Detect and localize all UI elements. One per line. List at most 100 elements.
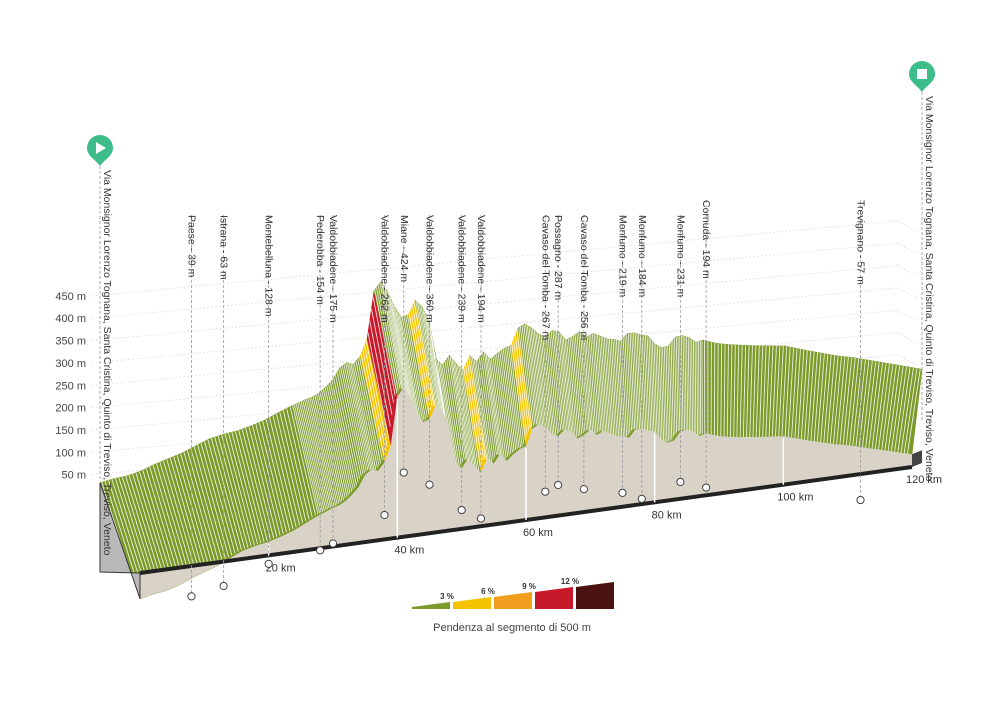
ribbon-hatch <box>832 356 842 445</box>
ribbon-hatch <box>238 430 268 542</box>
ribbon-hatch <box>311 397 337 506</box>
ribbon-hatch <box>566 339 576 439</box>
waypoint-dot <box>702 483 711 492</box>
waypoint-dot <box>457 505 466 515</box>
waypoint-dot <box>316 546 325 555</box>
y-tick-label: 100 m <box>55 447 86 459</box>
ribbon-hatch <box>506 347 520 449</box>
ribbon-hatch <box>852 359 863 447</box>
y-tick-label: 300 m <box>55 358 86 370</box>
ribbon-hatch <box>533 330 546 430</box>
ribbon-hatch <box>458 366 475 469</box>
ribbon-hatch <box>897 367 911 453</box>
ribbon-hatch <box>367 332 390 439</box>
ribbon-hatch <box>663 347 668 442</box>
ribbon-hatch <box>389 297 411 403</box>
ribbon-hatch <box>248 426 278 538</box>
ribbon-hatch <box>289 406 316 516</box>
legend-label: 3 % <box>440 592 454 601</box>
ribbon-hatch <box>603 337 612 435</box>
ribbon-hatch <box>465 364 481 468</box>
ribbon-hatch <box>639 334 645 431</box>
ribbon-hatch <box>612 339 620 436</box>
ribbon-hatch <box>887 365 901 452</box>
ribbon-hatch <box>717 343 719 437</box>
ribbon-hatch <box>504 347 518 449</box>
ribbon-hatch <box>752 345 757 438</box>
ribbon-hatch <box>231 432 262 544</box>
ribbon-hatch <box>394 308 415 414</box>
ribbon-hatch <box>581 333 591 432</box>
ribbon-hatch <box>401 317 422 422</box>
ribbon-hatch <box>516 330 530 431</box>
ribbon-hatch <box>321 390 346 499</box>
play-icon <box>96 142 106 154</box>
waypoint-dot <box>541 487 550 496</box>
y-tick-label: 350 m <box>55 336 86 348</box>
ribbon-hatch <box>317 393 343 502</box>
ribbon-hatch <box>374 289 396 396</box>
ribbon-hatch <box>400 316 420 421</box>
ribbon-hatch <box>305 399 332 508</box>
ribbon-hatch <box>417 302 436 408</box>
ribbon-hatch <box>598 335 607 433</box>
gradient-legend: Pendenza al segmento di 500 m 3 % 6 % 9 % 1… <box>412 577 614 634</box>
ribbon-hatch <box>674 338 678 433</box>
x-tick-label: 100 km <box>777 492 813 504</box>
ribbon-hatch <box>771 345 777 437</box>
ribbon-hatch <box>319 392 345 501</box>
ribbon-hatch <box>610 339 618 436</box>
ribbon-hatch <box>393 305 414 411</box>
ribbon-hatch <box>193 446 226 560</box>
ribbon-hatch <box>535 331 547 432</box>
ribbon-hatch <box>336 372 361 480</box>
ribbon-hatch <box>781 346 788 437</box>
ribbon-hatch <box>376 287 398 394</box>
ribbon-hatch <box>295 403 322 513</box>
ribbon-hatch <box>326 385 351 494</box>
ribbon-hatch <box>286 408 313 518</box>
y-tick-label: 450 m <box>55 291 86 303</box>
ribbon-hatch <box>138 471 175 587</box>
waypoint-label: Cornuda - 194 m <box>700 200 712 279</box>
grid-line <box>91 309 898 386</box>
ribbon-hatch <box>820 354 829 443</box>
ribbon-hatch <box>665 346 670 442</box>
ribbon-hatch <box>574 334 584 433</box>
waypoint-label: Montebelluna - 128 m <box>263 215 275 317</box>
ribbon-hatch <box>547 334 559 434</box>
ribbon-hatch <box>262 420 291 532</box>
ribbon-hatch <box>384 288 406 394</box>
ribbon-hatch <box>627 333 634 430</box>
ribbon-hatch <box>562 337 573 436</box>
ribbon-hatch <box>567 338 578 438</box>
ribbon-hatch <box>370 308 393 415</box>
ribbon-hatch <box>245 427 275 539</box>
ribbon-hatch <box>492 357 507 459</box>
ribbon-hatch <box>564 339 575 438</box>
ribbon-hatch <box>518 327 531 429</box>
ribbon-hatch <box>677 336 681 431</box>
ribbon-hatch <box>386 290 407 396</box>
ribbon-hatch <box>323 389 348 497</box>
ribbon-hatch <box>525 324 538 425</box>
grid-end <box>896 242 918 254</box>
ribbon-hatch <box>350 363 374 471</box>
ribbon-hatch <box>586 336 596 435</box>
ribbon-hatch <box>293 404 320 514</box>
ribbon-hatch <box>845 357 856 446</box>
ribbon-hatch <box>470 356 486 459</box>
waypoint-label: Istrana - 63 m <box>218 215 230 280</box>
ribbon-hatch <box>871 362 884 450</box>
ribbon-hatch <box>655 344 660 440</box>
waypoint-label: Monfumo - 219 m <box>617 215 629 298</box>
ribbon-hatch <box>365 340 388 447</box>
grid-end <box>896 354 918 366</box>
ribbon-hatch <box>275 413 304 524</box>
legend-label: 6 % <box>481 587 495 596</box>
ribbon-hatch <box>521 325 534 426</box>
ribbon-hatch <box>509 345 523 447</box>
ribbon-hatch <box>403 316 423 422</box>
ribbon-hatch <box>723 344 726 437</box>
